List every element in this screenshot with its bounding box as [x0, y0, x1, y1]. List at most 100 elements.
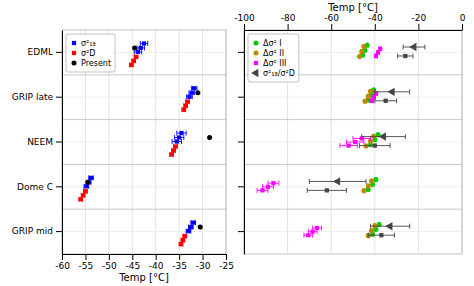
point	[385, 222, 392, 230]
error-bar	[132, 58, 136, 63]
point	[353, 140, 357, 144]
legend-symbol	[71, 60, 76, 65]
tick: -100	[234, 13, 255, 30]
tick-mark	[238, 186, 244, 187]
point	[369, 228, 374, 233]
error-bar	[137, 45, 144, 50]
point	[186, 229, 190, 233]
tick: EDML	[28, 47, 62, 57]
panel: -100-80-60-40-200Temp [°C]Δσ² IΔσ² IIΔσ²…	[234, 2, 465, 255]
point	[179, 131, 183, 135]
point	[192, 86, 196, 90]
axis-line	[244, 31, 245, 255]
error-bar	[191, 86, 197, 91]
point	[184, 104, 188, 108]
tick-mark	[56, 186, 62, 187]
error-bar	[189, 90, 195, 95]
legend-symbol	[72, 51, 76, 55]
tick: -50	[102, 254, 117, 271]
error-bar	[368, 233, 394, 238]
legend-label: Δσ² I	[263, 39, 282, 48]
tick-label: 0	[460, 13, 466, 23]
tick-mark	[238, 231, 244, 232]
tick-label: GRIP late	[12, 92, 54, 102]
tick: -40	[368, 13, 383, 30]
point	[171, 148, 175, 152]
axis-line	[62, 31, 63, 255]
y-axis	[238, 31, 245, 255]
series	[85, 45, 212, 229]
legend-label: σ²D	[81, 49, 95, 58]
error-bar	[182, 107, 186, 112]
error-bar	[398, 53, 413, 58]
tick-label: GRIP mid	[12, 226, 53, 236]
series	[257, 46, 382, 237]
grid-line	[244, 231, 462, 232]
tick-mark	[132, 254, 133, 260]
series	[79, 54, 190, 246]
row-divider	[244, 119, 462, 120]
point	[361, 188, 366, 193]
error-bar	[375, 98, 397, 103]
point	[89, 176, 93, 180]
tick-label: -40	[149, 261, 164, 271]
point	[190, 91, 194, 95]
tick-label: -60	[55, 261, 70, 271]
tick: -40	[149, 254, 164, 271]
tick-mark	[56, 52, 62, 53]
point	[347, 143, 351, 147]
axis-title: Temp [°C]	[118, 272, 169, 283]
point	[260, 188, 264, 192]
point	[129, 63, 133, 67]
legend-symbol	[251, 69, 258, 77]
point	[181, 238, 185, 242]
tick: Dome C	[17, 182, 62, 192]
tick: -25	[219, 254, 234, 271]
tick	[238, 186, 244, 187]
point	[183, 234, 187, 238]
error-bar	[79, 197, 83, 202]
point	[366, 183, 371, 188]
point	[187, 95, 191, 99]
tick: -45	[125, 254, 140, 271]
tick	[238, 52, 244, 53]
x-axis: -100-80-60-40-200	[234, 13, 465, 31]
tick-label: -80	[281, 13, 296, 23]
point	[79, 197, 83, 201]
error-bar	[257, 188, 268, 193]
tick: GRIP late	[12, 92, 62, 102]
tick-label: -30	[196, 261, 211, 271]
point	[191, 221, 195, 225]
grid-line	[244, 97, 462, 98]
error-bar	[140, 41, 147, 46]
point	[362, 99, 367, 104]
tick-mark	[62, 254, 63, 260]
point	[185, 100, 189, 104]
error-bar	[174, 135, 183, 140]
tick-label: -50	[102, 261, 117, 271]
legend-label: Present	[81, 59, 111, 68]
tick-mark	[462, 24, 463, 30]
point	[175, 139, 179, 143]
row-divider	[244, 164, 462, 165]
point	[85, 180, 90, 185]
row-divider	[62, 164, 226, 165]
tick-mark	[203, 254, 204, 260]
tick: -20	[412, 13, 427, 30]
error-bar	[304, 233, 313, 238]
point	[403, 54, 407, 58]
tick: -80	[281, 13, 296, 30]
point	[142, 41, 146, 45]
error-bar	[191, 220, 196, 225]
series	[307, 53, 413, 237]
error-bar	[170, 152, 174, 157]
error-bar	[81, 193, 85, 198]
point	[373, 143, 377, 147]
tick-label: -25	[219, 261, 234, 271]
legend-label: σ²₁₈/σ²D	[263, 69, 295, 78]
point	[132, 59, 136, 63]
legend-box	[248, 34, 299, 82]
tick: -30	[196, 254, 211, 271]
point	[136, 50, 140, 54]
tick-mark	[56, 231, 62, 232]
